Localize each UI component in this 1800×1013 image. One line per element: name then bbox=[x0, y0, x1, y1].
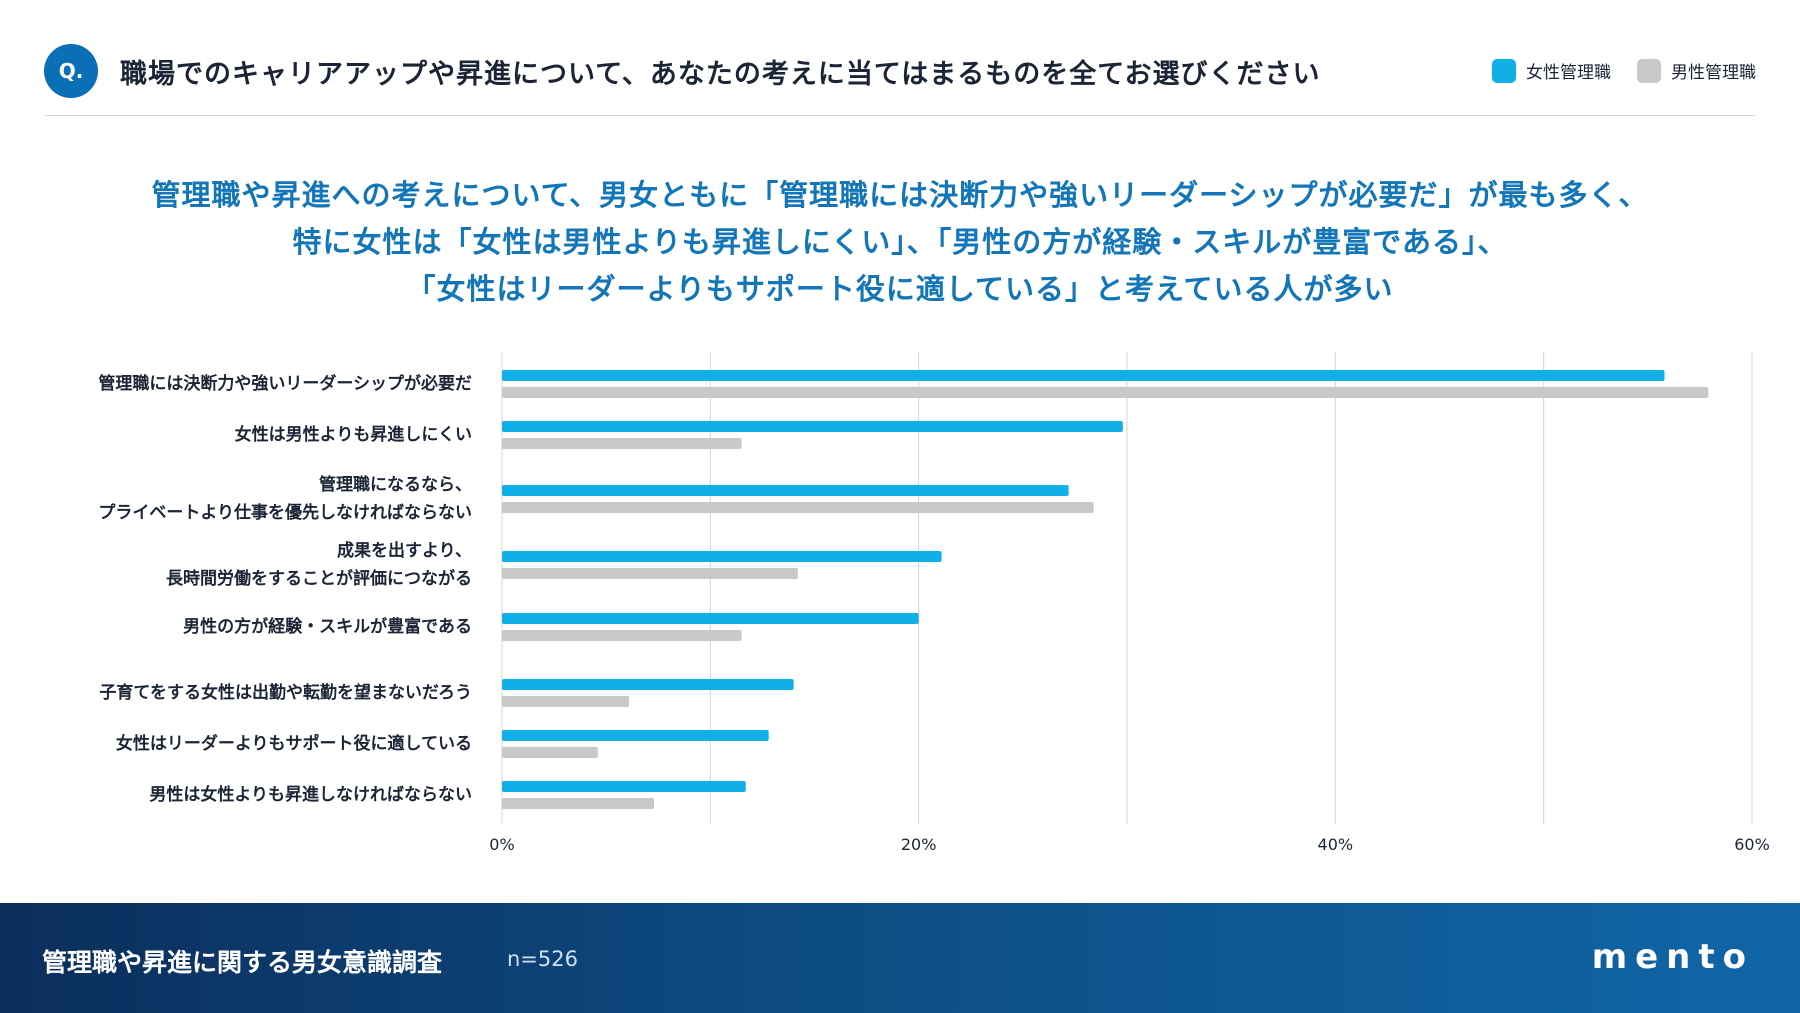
x-tick-label: 20% bbox=[900, 835, 937, 854]
headline-line-2: 特に女性は「女性は男性よりも昇進しにくい」、「男性の方が経験・スキルが豊富である… bbox=[292, 225, 1508, 259]
legend-item-male: 男性管理職 bbox=[1637, 58, 1756, 83]
bar-male bbox=[502, 747, 598, 758]
bar-female bbox=[502, 730, 769, 741]
category-label: 女性は男性よりも昇進しにくい bbox=[234, 425, 472, 445]
bar-female bbox=[502, 679, 794, 690]
bar-male bbox=[502, 502, 1094, 513]
bar-female bbox=[502, 613, 919, 624]
bar-male bbox=[502, 798, 655, 809]
legend-item-female: 女性管理職 bbox=[1492, 58, 1611, 83]
x-tick-label: 60% bbox=[1734, 835, 1770, 854]
headline: 管理職や昇進への考えについて、男女ともに「管理職には決断力や強いリーダーシップが… bbox=[0, 172, 1800, 313]
bar-male bbox=[502, 696, 630, 707]
bar-chart: 管理職には決断力や強いリーダーシップが必要だ女性は男性よりも昇進しにくい管理職に… bbox=[0, 340, 1800, 880]
bar-male bbox=[502, 568, 798, 579]
footer: 管理職や昇進に関する男女意識調査 n=526 mento bbox=[0, 903, 1800, 1013]
header-divider bbox=[44, 115, 1756, 116]
brand-logo: mento bbox=[1591, 937, 1754, 977]
bar-male bbox=[502, 438, 742, 449]
legend-swatch-male bbox=[1637, 58, 1661, 83]
bar-male bbox=[502, 630, 742, 641]
bar-male bbox=[502, 387, 1709, 398]
headline-line-3: 「女性はリーダーよりもサポート役に適している」と考えている人が多い bbox=[406, 272, 1394, 306]
bar-female bbox=[502, 421, 1123, 432]
legend: 女性管理職 男性管理職 bbox=[1492, 58, 1756, 83]
footer-title: 管理職や昇進に関する男女意識調査 bbox=[42, 948, 443, 977]
category-label: 管理職になるなら、 プライベートより仕事を優先しなければならない bbox=[98, 475, 472, 523]
legend-label-male: 男性管理職 bbox=[1671, 63, 1756, 83]
category-label: 男性の方が経験・スキルが豊富である bbox=[183, 617, 472, 637]
legend-swatch-female bbox=[1492, 58, 1516, 83]
sample-size: n=526 bbox=[507, 947, 578, 971]
bar-female bbox=[502, 551, 942, 562]
category-label: 男性は女性よりも昇進しなければならない bbox=[149, 785, 472, 805]
x-tick-label: 0% bbox=[489, 835, 515, 854]
bar-female bbox=[502, 485, 1069, 496]
category-label: 成果を出すより、 長時間労働をすることが評価につながる bbox=[166, 541, 472, 589]
headline-line-1: 管理職や昇進への考えについて、男女ともに「管理職には決断力や強いリーダーシップが… bbox=[151, 178, 1649, 212]
chart-canvas bbox=[501, 352, 1753, 824]
question-badge: Q. bbox=[44, 44, 98, 98]
bar-female bbox=[502, 370, 1665, 381]
legend-label-female: 女性管理職 bbox=[1526, 63, 1611, 83]
category-label: 管理職には決断力や強いリーダーシップが必要だ bbox=[98, 374, 472, 394]
x-tick-label: 40% bbox=[1317, 835, 1354, 854]
category-label: 女性はリーダーよりもサポート役に適している bbox=[115, 734, 472, 754]
question-text: 職場でのキャリアアップや昇進について、あなたの考えに当てはまるものを全てお選びく… bbox=[120, 59, 1321, 90]
category-label: 子育てをする女性は出勤や転勤を望まないだろう bbox=[99, 683, 472, 703]
bar-female bbox=[502, 781, 746, 792]
